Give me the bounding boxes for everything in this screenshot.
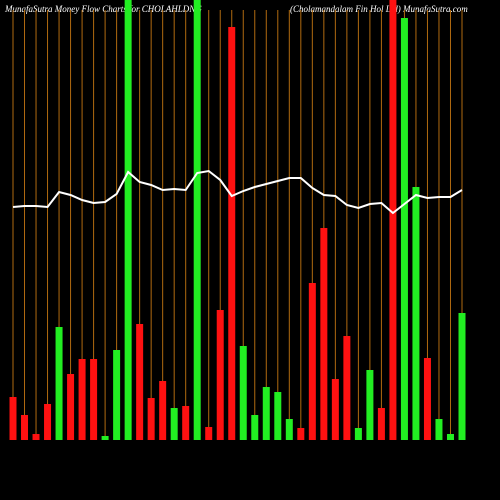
bar	[21, 415, 29, 440]
bar	[366, 370, 374, 440]
bar	[446, 434, 454, 440]
bar	[285, 419, 293, 440]
bar	[101, 436, 109, 440]
bar	[193, 0, 201, 440]
bar	[377, 408, 385, 440]
bar	[9, 397, 17, 440]
bar	[32, 434, 40, 440]
bar	[216, 310, 224, 440]
bar	[251, 415, 259, 440]
bar	[435, 419, 443, 440]
bar	[239, 346, 247, 440]
bar	[412, 187, 420, 440]
bar	[147, 398, 155, 440]
bar	[308, 283, 316, 440]
bar	[78, 359, 86, 440]
bar	[182, 406, 190, 440]
bar	[55, 327, 63, 440]
bar	[262, 387, 270, 440]
bar	[458, 313, 466, 440]
bar	[400, 18, 408, 440]
bar	[170, 408, 178, 440]
bar	[90, 359, 98, 440]
bar	[343, 336, 351, 440]
bar	[159, 381, 167, 440]
bar	[331, 379, 339, 440]
bar	[44, 404, 52, 440]
bar	[389, 0, 397, 440]
money-flow-line	[12, 169, 463, 215]
bar	[205, 427, 213, 440]
bar	[297, 428, 305, 440]
bar	[136, 324, 144, 440]
chart-title: MunafaSutra Money Flow Charts for CHOLAH…	[4, 4, 202, 14]
bar	[423, 358, 431, 440]
bar	[320, 228, 328, 440]
bar	[228, 27, 236, 440]
bar	[354, 428, 362, 440]
bar	[113, 350, 121, 440]
chart-subtitle: (Cholamandalam Fin Hol Ltd) MunafaSutra.…	[290, 4, 468, 14]
bar	[274, 392, 282, 440]
bar	[67, 374, 75, 440]
bar	[124, 0, 132, 440]
